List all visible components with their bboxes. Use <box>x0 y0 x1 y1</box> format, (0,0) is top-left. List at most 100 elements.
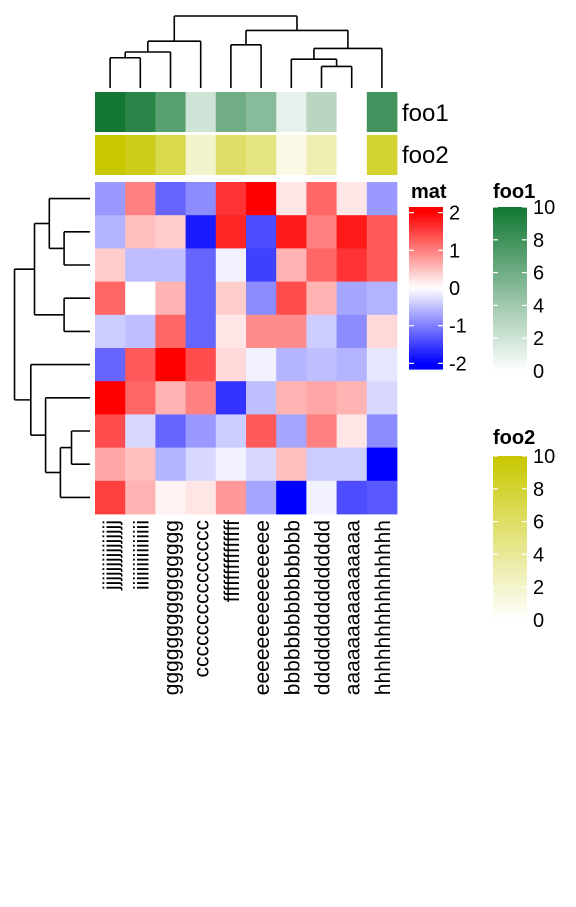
heatmap-cell <box>216 248 247 282</box>
heatmap-cell <box>276 348 307 382</box>
heatmap-cell <box>367 381 398 415</box>
heatmap-cell <box>246 315 277 349</box>
heatmap-cell <box>125 215 156 249</box>
column-label: ggggggggggggggg <box>161 520 184 695</box>
foo1-annotation-cell <box>155 92 186 132</box>
foo2-annotation-cell <box>125 135 156 175</box>
heatmap-cell <box>337 414 368 448</box>
heatmap-cell <box>337 215 368 249</box>
heatmap-cell <box>337 381 368 415</box>
foo1-annotation-cell <box>125 92 156 132</box>
heatmap-cell <box>216 282 247 316</box>
heatmap-cell <box>125 481 156 515</box>
foo2-annotation-cell <box>367 135 398 175</box>
heatmap-cell <box>306 481 337 515</box>
heatmap-cell <box>216 381 247 415</box>
heatmap-cell <box>186 481 217 515</box>
heatmap-cell <box>306 414 337 448</box>
mat-legend-title: mat <box>411 181 447 203</box>
legend-tick-label: 1 <box>449 240 460 262</box>
heatmap-cell <box>337 282 368 316</box>
foo1-annotation-cell <box>186 92 217 132</box>
heatmap-cell <box>276 481 307 515</box>
heatmap-cell <box>155 315 186 349</box>
heatmap-cell <box>337 348 368 382</box>
legend-tick-label: 4 <box>533 295 544 317</box>
heatmap-cell <box>216 414 247 448</box>
heatmap-cell <box>155 348 186 382</box>
heatmap-cell <box>186 248 217 282</box>
foo1-annotation-cell <box>306 92 337 132</box>
heatmap-cell <box>337 182 368 216</box>
heatmap-cell <box>276 182 307 216</box>
heatmap-cell <box>95 248 126 282</box>
heatmap-cell <box>367 448 398 482</box>
heatmap-cell <box>246 182 277 216</box>
heatmap-cell <box>186 282 217 316</box>
heatmap-cell <box>276 414 307 448</box>
heatmap-cell <box>306 182 337 216</box>
foo1-annotation-cell <box>276 92 307 132</box>
heatmap-cell <box>246 381 277 415</box>
heatmap-cell <box>367 215 398 249</box>
legend-tick-label: 2 <box>533 577 544 599</box>
column-dendrogram <box>110 16 382 88</box>
heatmap-cell <box>155 381 186 415</box>
foo1-annotation-cell <box>216 92 247 132</box>
column-label: aaaaaaaaaaaaaaa <box>342 520 365 696</box>
heatmap-cell <box>246 448 277 482</box>
legend-gradient-step <box>409 366 443 369</box>
row-dendrogram <box>15 199 90 498</box>
heatmap-cell <box>367 182 398 216</box>
heatmap-cell <box>216 481 247 515</box>
heatmap-cell <box>306 348 337 382</box>
heatmap-cell <box>95 348 126 382</box>
column-label: ccccccccccccccc <box>191 520 214 678</box>
foo2-annotation-cell <box>337 135 368 175</box>
heatmap-cell <box>186 348 217 382</box>
heatmap-cell <box>337 315 368 349</box>
foo2-annotation-cell <box>95 135 126 175</box>
heatmap-cell <box>125 182 156 216</box>
foo1-legend-title: foo1 <box>493 181 535 203</box>
heatmap-cell <box>306 248 337 282</box>
heatmap-cell <box>95 381 126 415</box>
heatmap-cell <box>276 248 307 282</box>
heatmap-cell <box>95 481 126 515</box>
heatmap-cell <box>306 381 337 415</box>
foo1-annotation-label: foo1 <box>402 100 449 127</box>
foo2-annotation-cell <box>306 135 337 175</box>
heatmap-cell <box>367 282 398 316</box>
legend-tick-label: 0 <box>449 278 460 300</box>
heatmap-cell <box>337 481 368 515</box>
heatmap-cell <box>306 315 337 349</box>
heatmap-cell <box>367 414 398 448</box>
foo1-annotation-cell <box>246 92 277 132</box>
legend-tick-label: 4 <box>533 544 544 566</box>
heatmap-cell <box>216 348 247 382</box>
heatmap-cell <box>155 215 186 249</box>
heatmap-cell <box>367 248 398 282</box>
heatmap-cell <box>155 182 186 216</box>
foo1-annotation-cell <box>337 92 368 132</box>
heatmap-cell <box>186 315 217 349</box>
heatmap-cell <box>306 215 337 249</box>
legend-tick-label: 8 <box>533 479 544 501</box>
heatmap-cell <box>216 215 247 249</box>
heatmap-cell <box>276 448 307 482</box>
foo1-annotation-cell <box>367 92 398 132</box>
heatmap-cell <box>155 414 186 448</box>
heatmap-cell <box>155 481 186 515</box>
heatmap-cell <box>276 381 307 415</box>
foo2-legend: foo2 1086420 <box>493 427 555 632</box>
heatmap-cell <box>246 481 277 515</box>
heatmap-cell <box>246 414 277 448</box>
heatmap-cell <box>367 315 398 349</box>
heatmap-cell <box>95 315 126 349</box>
legend-tick-label: -2 <box>449 353 467 375</box>
legend-tick-label: 2 <box>533 328 544 350</box>
heatmap-cell <box>186 381 217 415</box>
heatmap-cell <box>125 282 156 316</box>
legend-tick-label: 6 <box>533 512 544 534</box>
